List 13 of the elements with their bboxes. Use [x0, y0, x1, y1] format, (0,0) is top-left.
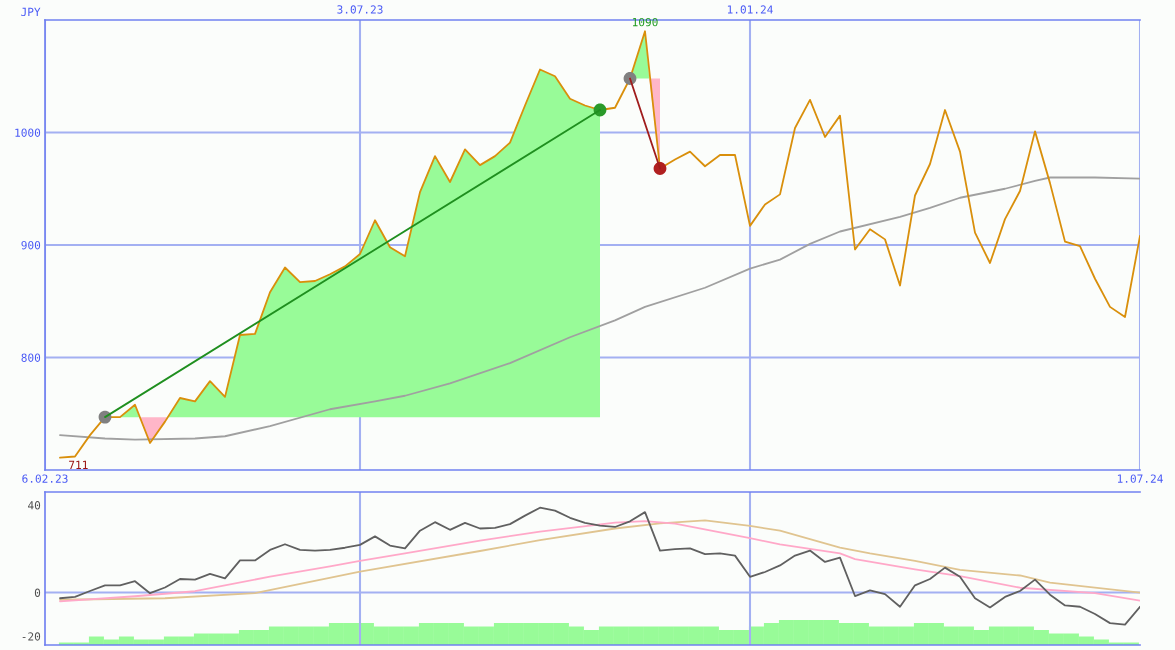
x2-tick-label: 1.01.24	[727, 5, 773, 14]
annotation: 1090	[632, 17, 658, 27]
x2-tick-label: 3.07.23	[337, 5, 383, 14]
y-tick-label: 0	[34, 588, 41, 597]
y-tick-label: -20	[22, 632, 41, 641]
y-tick-label: 900	[21, 241, 41, 250]
x-tick-label: 1.07.24	[1117, 474, 1163, 483]
x-tick-label: 6.02.23	[22, 474, 68, 483]
y-tick-label: 40	[28, 501, 41, 510]
y-tick-label: 1000	[15, 128, 41, 137]
y-axis-title: JPY	[21, 7, 41, 17]
y-tick-label: 800	[21, 353, 41, 362]
annotation: 711	[69, 460, 88, 469]
